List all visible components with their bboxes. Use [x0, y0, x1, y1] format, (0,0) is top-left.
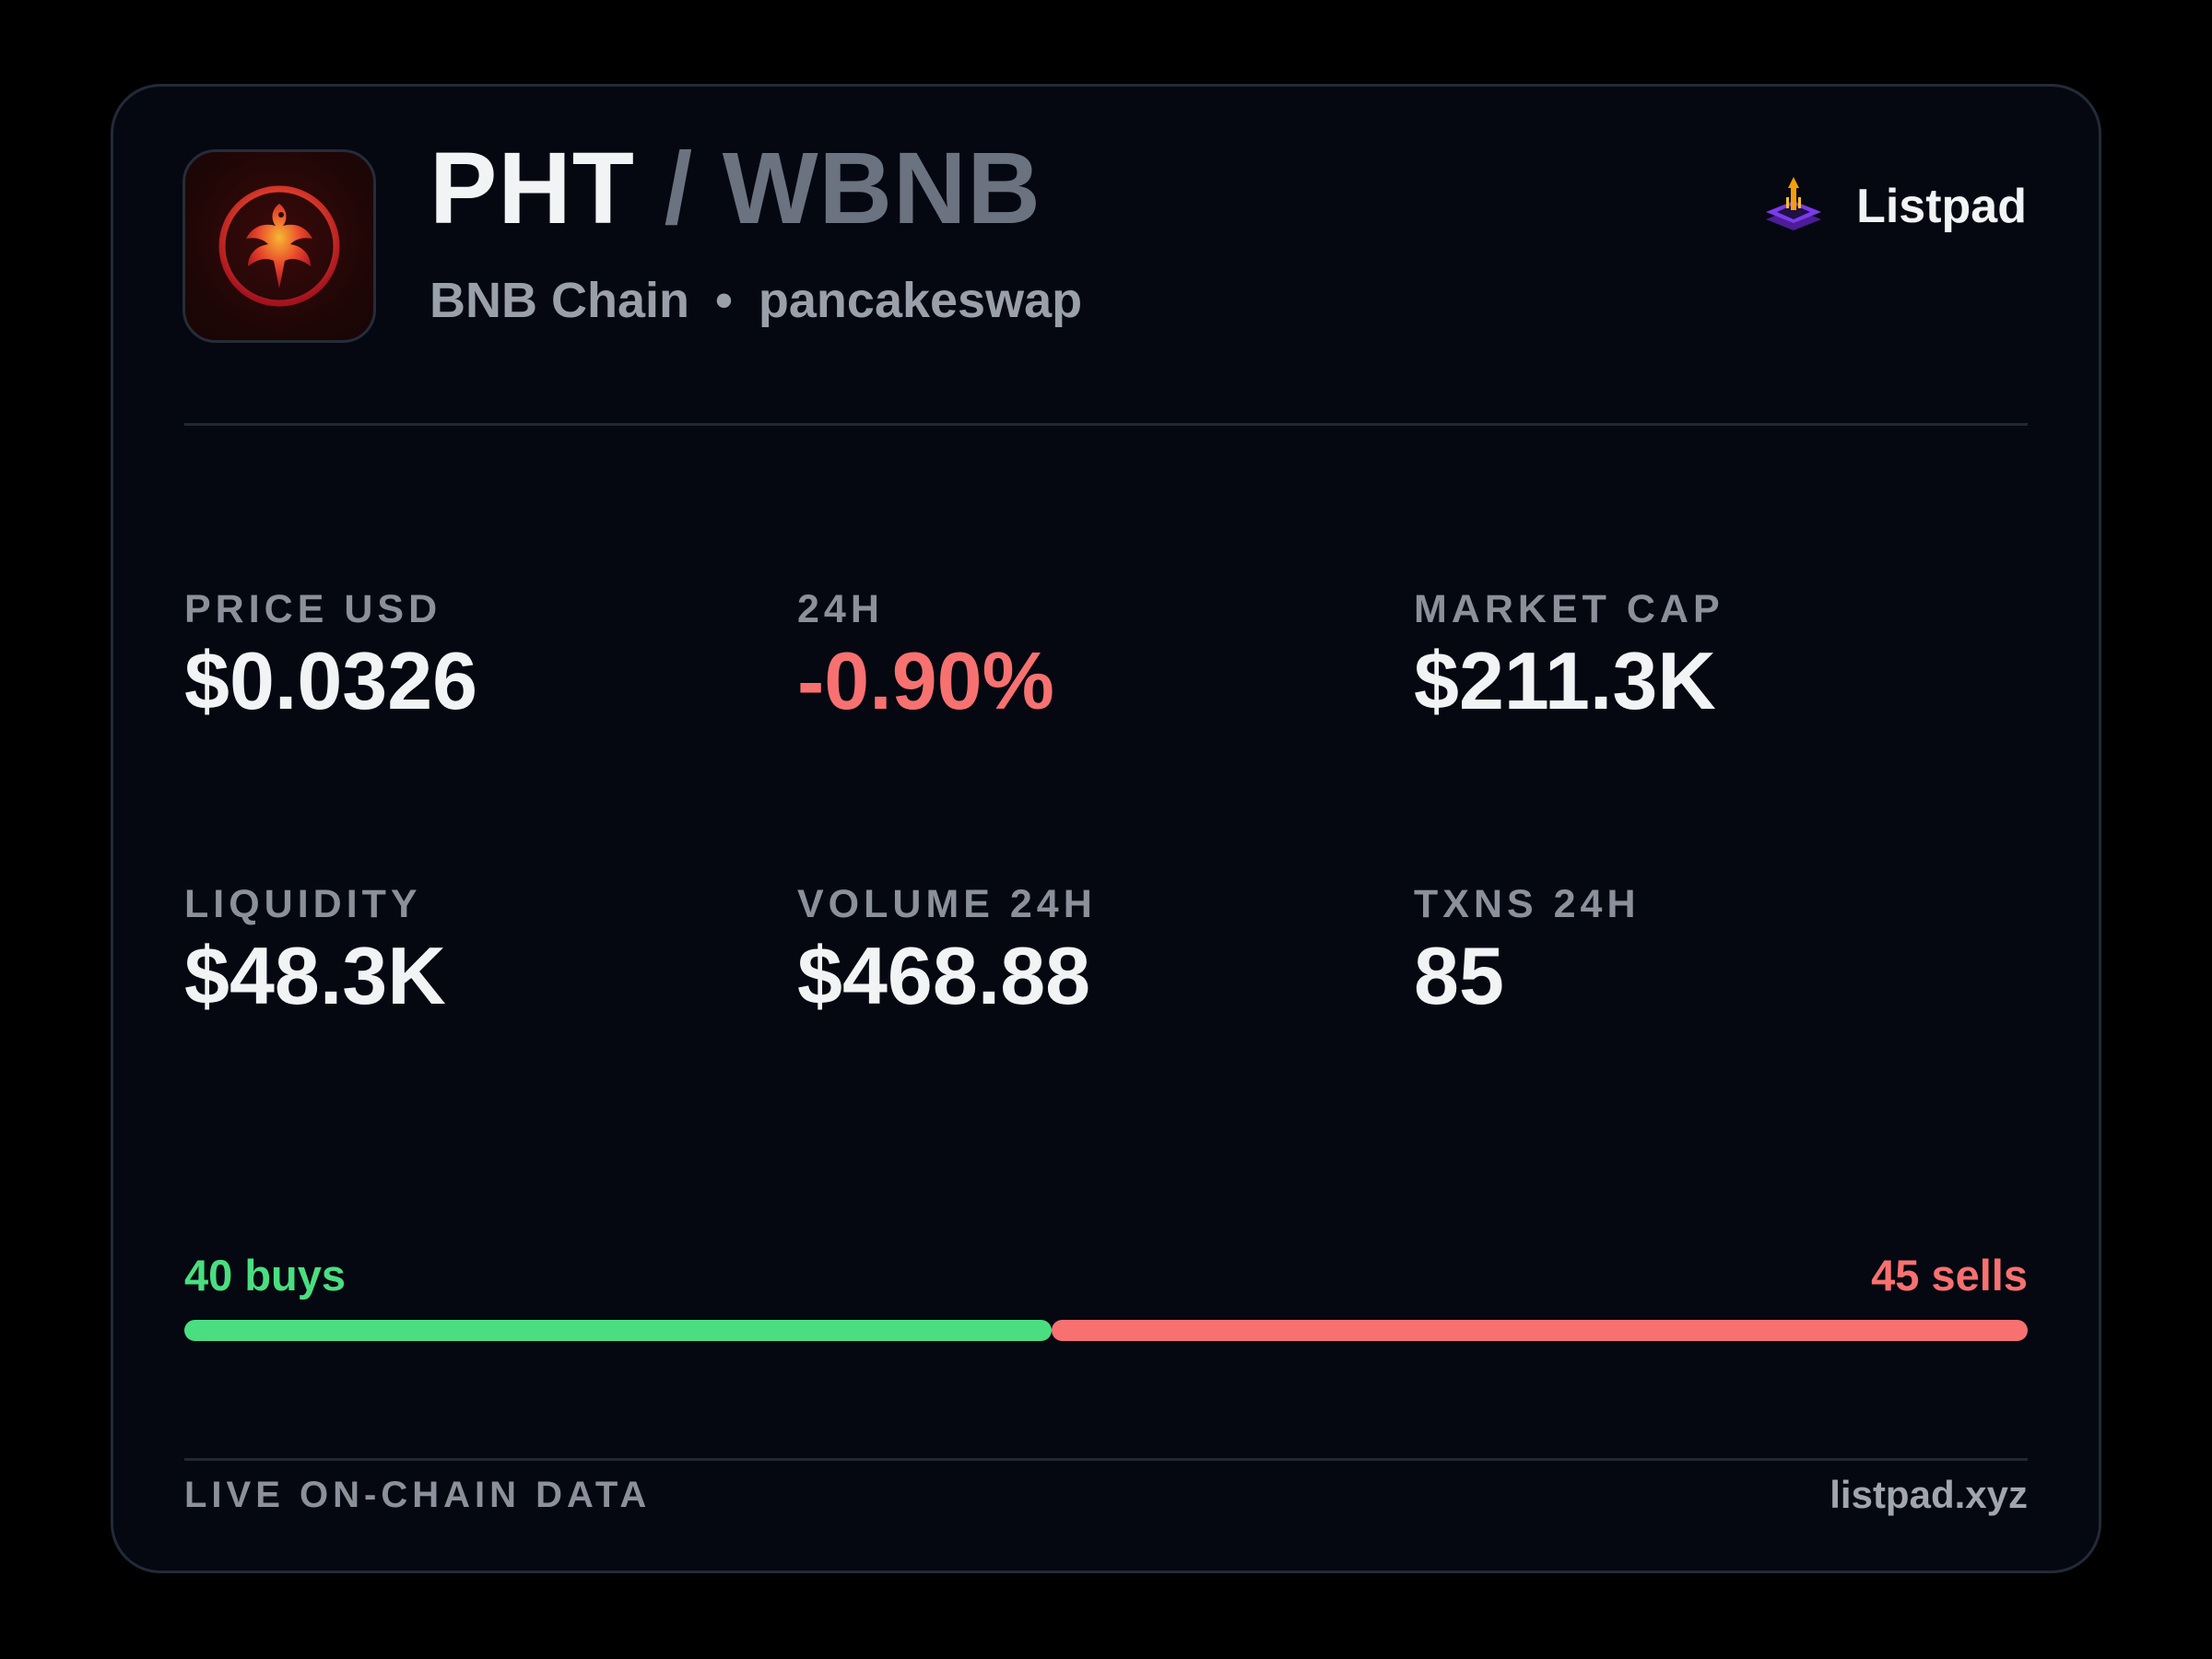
dex-name: pancakeswap	[758, 273, 1083, 328]
listpad-rocket-icon	[1766, 177, 1822, 230]
stat-label: MARKET CAP	[1414, 587, 1724, 631]
site-link[interactable]: listpad.xyz	[1830, 1473, 2028, 1516]
buy-sell-bar	[184, 1320, 2028, 1341]
stat-label: PRICE USD	[184, 587, 442, 631]
brand-name: Listpad	[1856, 180, 2027, 233]
pair-title: PHT / WBNB	[429, 138, 1041, 240]
buys-count: 40 buys	[184, 1251, 347, 1300]
brand: Listpad	[1762, 173, 2027, 240]
buys-segment	[184, 1320, 1053, 1341]
footer-divider	[184, 1458, 2028, 1461]
stat-label: TXNS 24H	[1414, 882, 1641, 926]
stat-value: -0.90%	[797, 635, 1054, 726]
token-logo	[182, 149, 376, 343]
stat-price-usd: PRICE USD $0.0326	[184, 590, 477, 722]
stat-volume-24h: VOLUME 24H $468.88	[797, 885, 1097, 1017]
chain-dex-line: BNB Chain • pancakeswap	[429, 272, 1082, 329]
stat-24h-change: 24H -0.90%	[797, 590, 1054, 722]
token-card	[111, 84, 2101, 1573]
sells-count: 45 sells	[1871, 1251, 2028, 1300]
stat-market-cap: MARKET CAP $211.3K	[1414, 590, 1724, 722]
chain-name: BNB Chain	[429, 273, 689, 328]
stat-txns-24h: TXNS 24H 85	[1414, 885, 1641, 1017]
stat-value: $0.0326	[184, 635, 478, 726]
stat-label: VOLUME 24H	[797, 882, 1097, 926]
phoenix-icon	[218, 185, 340, 307]
base-symbol: PHT	[429, 132, 635, 245]
stat-liquidity: LIQUIDITY $48.3K	[184, 885, 446, 1017]
pair-separator: /	[664, 132, 694, 245]
stat-label: LIQUIDITY	[184, 882, 422, 926]
stat-value: $48.3K	[184, 930, 446, 1021]
separator-dot: •	[715, 273, 733, 328]
stat-label: 24H	[797, 587, 884, 631]
live-data-label: LIVE ON-CHAIN DATA	[184, 1475, 652, 1515]
header-divider	[184, 423, 2028, 426]
stat-value: 85	[1414, 930, 1504, 1021]
stat-value: $211.3K	[1414, 635, 1716, 726]
stat-value: $468.88	[797, 930, 1091, 1021]
quote-symbol: WBNB	[722, 132, 1041, 245]
sells-segment	[1052, 1320, 2028, 1341]
